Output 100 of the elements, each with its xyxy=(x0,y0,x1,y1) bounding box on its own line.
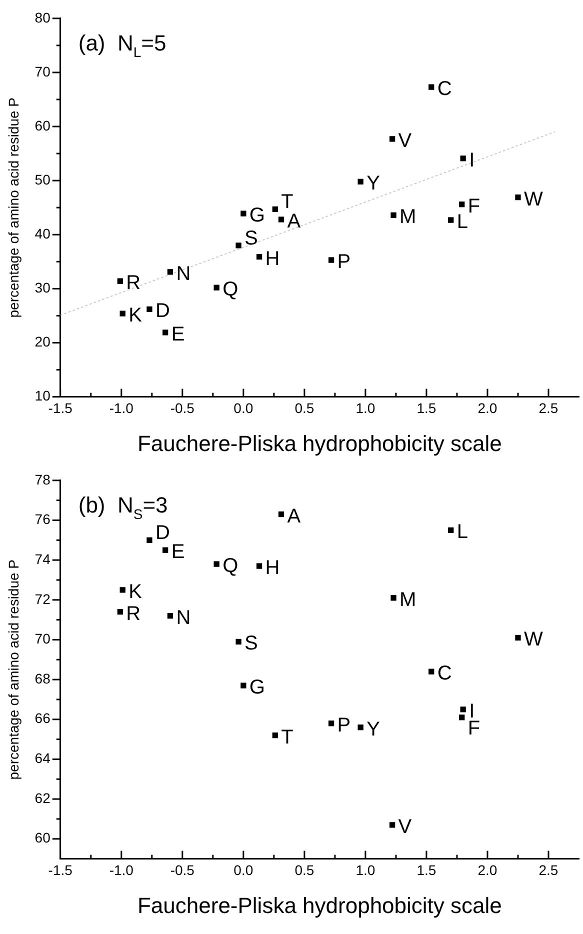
point xyxy=(162,330,168,336)
x-tick-label: -1.5 xyxy=(48,862,73,878)
y-tick-label: 40 xyxy=(34,225,51,242)
data-label: R xyxy=(126,272,141,294)
x-tick-label: 0.0 xyxy=(234,862,254,878)
x-tick-label: 2.0 xyxy=(478,400,498,416)
point xyxy=(167,269,174,275)
data-label: V xyxy=(398,130,412,152)
point xyxy=(328,257,334,263)
data-label: M xyxy=(400,588,416,611)
data-label: T xyxy=(281,726,294,748)
point xyxy=(240,210,246,216)
point xyxy=(146,306,152,312)
x-tick-label: 0.5 xyxy=(294,862,314,878)
data-label: Y xyxy=(366,718,380,740)
y-tick-label: 62 xyxy=(34,790,51,806)
data-label: G xyxy=(249,676,265,699)
data-label: N xyxy=(176,262,191,285)
point xyxy=(390,212,396,218)
point xyxy=(272,732,278,738)
point xyxy=(214,561,220,567)
x-tick-label: -1.0 xyxy=(109,862,134,878)
point xyxy=(515,634,521,641)
x-tick-label: 1.0 xyxy=(356,862,376,878)
point xyxy=(117,278,123,284)
point xyxy=(515,194,521,200)
data-label: P xyxy=(337,714,351,736)
y-tick-label: 80 xyxy=(34,9,51,26)
point xyxy=(460,156,466,162)
data-label: P xyxy=(337,251,351,274)
point xyxy=(162,547,168,553)
x-tick-label: 1.5 xyxy=(416,862,436,878)
y-tick-label: 74 xyxy=(34,550,51,567)
x-axis-title: Fauchere-Pliska hydrophobicity scale xyxy=(137,892,502,918)
data-label: L xyxy=(456,521,468,544)
data-label: I xyxy=(469,149,475,172)
y-tick-label: 70 xyxy=(34,630,51,647)
point xyxy=(278,511,284,518)
data-label: R xyxy=(126,602,141,625)
data-label: E xyxy=(171,323,185,346)
y-tick-label: 10 xyxy=(34,388,51,404)
data-label: C xyxy=(437,662,452,685)
point xyxy=(459,714,465,720)
x-tick-label: -1.5 xyxy=(48,400,73,416)
data-label: D xyxy=(155,300,170,322)
x-tick-label: -1.0 xyxy=(109,400,134,416)
point xyxy=(272,206,278,212)
x-tick-label: 0.0 xyxy=(234,400,254,416)
data-label: V xyxy=(398,816,412,838)
point xyxy=(236,242,242,248)
data-label: K xyxy=(128,580,143,603)
data-label: L xyxy=(456,211,468,234)
point xyxy=(428,84,434,90)
data-label: H xyxy=(265,248,280,270)
x-tick-label: 2.5 xyxy=(538,400,558,416)
point xyxy=(256,254,262,260)
y-tick-label: 70 xyxy=(34,63,51,80)
point xyxy=(358,178,364,184)
x-tick-label: -0.5 xyxy=(170,862,195,878)
y-axis-title: percentage of amino acid residue P xyxy=(5,559,22,780)
data-label: W xyxy=(524,628,543,651)
point xyxy=(428,668,434,674)
y-tick-label: 72 xyxy=(34,590,51,607)
y-axis-title: percentage of amino acid residue P xyxy=(5,97,22,318)
y-tick-label: 64 xyxy=(34,750,51,766)
point xyxy=(240,682,246,688)
data-label: F xyxy=(468,195,480,218)
point xyxy=(214,284,220,290)
data-label: N xyxy=(176,606,191,629)
data-label: G xyxy=(249,204,265,227)
point xyxy=(167,613,174,619)
point xyxy=(389,136,396,142)
y-tick-label: 78 xyxy=(34,471,51,488)
point xyxy=(256,563,262,569)
point xyxy=(328,720,334,726)
data-label: M xyxy=(400,206,416,228)
point xyxy=(117,609,123,615)
x-axis-title: Fauchere-Pliska hydrophobicity scale xyxy=(137,430,502,456)
x-tick-label: -0.5 xyxy=(170,400,195,416)
data-label: C xyxy=(437,78,452,100)
data-label: E xyxy=(171,541,185,564)
point xyxy=(459,202,465,208)
data-label: H xyxy=(265,557,280,580)
point xyxy=(120,587,126,593)
point xyxy=(120,310,126,316)
point xyxy=(389,822,396,828)
y-tick-label: 30 xyxy=(34,280,51,296)
point xyxy=(390,595,396,601)
y-tick-label: 60 xyxy=(34,117,51,134)
data-label: W xyxy=(524,188,543,210)
data-label: K xyxy=(128,304,143,327)
point xyxy=(146,537,152,543)
data-label: S xyxy=(244,632,258,655)
y-tick-label: 60 xyxy=(34,830,51,846)
data-label: D xyxy=(155,522,170,544)
x-tick-label: 2.0 xyxy=(478,862,498,878)
point xyxy=(358,724,364,730)
x-tick-label: 2.5 xyxy=(538,862,558,878)
point xyxy=(448,527,454,534)
x-tick-label: 1.5 xyxy=(416,400,436,416)
